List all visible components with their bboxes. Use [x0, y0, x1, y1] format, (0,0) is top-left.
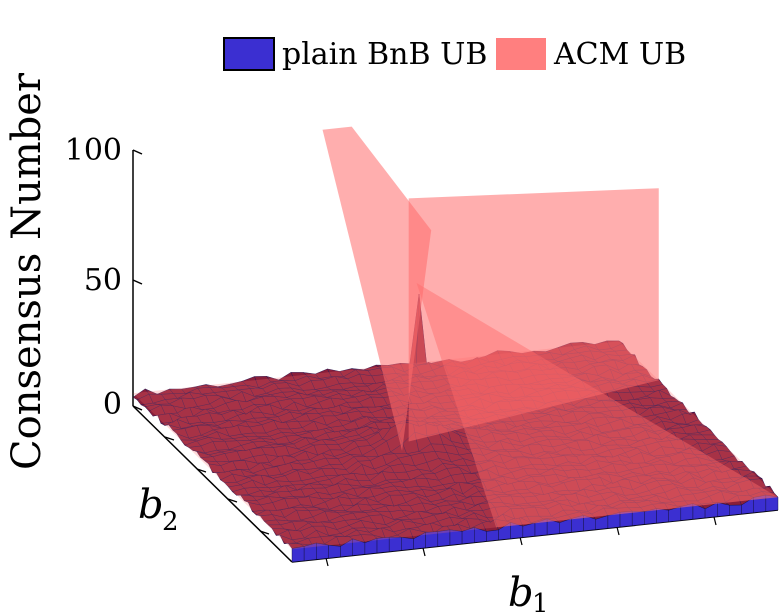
bnb-surface-edge — [765, 494, 779, 512]
bnb-surface-edge — [401, 537, 414, 551]
b2-axis-line — [132, 405, 293, 563]
bnb-surface-edge — [486, 529, 499, 542]
legend-label-bnb: plain BnB UB — [282, 37, 487, 72]
bnb-surface-edge — [729, 504, 742, 516]
acm-ridge-front — [416, 282, 778, 528]
b2-axis-label: b 2 — [138, 482, 179, 537]
bnb-surface-edge — [632, 510, 645, 526]
bnb-surface-edge — [328, 544, 341, 559]
z-tick-label-0: 0 — [103, 387, 122, 422]
acm-ridge-back — [322, 126, 432, 451]
z-tick-mark-100 — [132, 149, 143, 155]
acm-floor-sheet — [133, 341, 778, 550]
acm-ridge-right — [408, 188, 659, 442]
series-acm-ub-surface — [133, 126, 778, 550]
svg-text:b: b — [138, 482, 164, 528]
z-tick-label-50: 50 — [84, 263, 122, 298]
z-axis-label: Consensus Number — [4, 72, 50, 470]
z-tick-mark-50 — [132, 279, 143, 285]
svg-text:b: b — [508, 570, 534, 615]
b1-axis-label: b 1 — [508, 570, 549, 615]
svg-text:2: 2 — [162, 507, 179, 537]
bnb-surface-edge — [389, 537, 402, 552]
b2-ticks — [164, 436, 270, 535]
legend-label-acm: ACM UB — [553, 37, 686, 72]
bnb-surface-edge — [656, 508, 669, 524]
z-tick-label-100: 100 — [65, 133, 122, 168]
b1-ticks — [325, 516, 717, 567]
legend: plain BnB UB ACM UB — [223, 37, 686, 72]
legend-swatch-bnb — [223, 37, 275, 71]
legend-swatch-acm — [496, 38, 546, 70]
svg-text:1: 1 — [532, 589, 549, 615]
z-axis: 100 50 0 — [65, 133, 143, 422]
